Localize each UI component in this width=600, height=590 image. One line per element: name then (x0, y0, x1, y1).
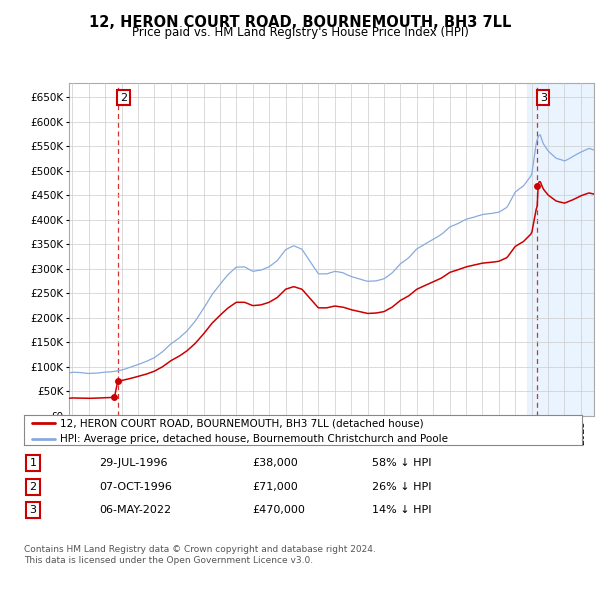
Bar (527, 83, 594, 416)
Text: £470,000: £470,000 (252, 506, 305, 515)
Text: 58% ↓ HPI: 58% ↓ HPI (372, 458, 431, 468)
Text: 29-JUL-1996: 29-JUL-1996 (99, 458, 167, 468)
Text: £71,000: £71,000 (252, 482, 298, 491)
Text: 1: 1 (29, 458, 37, 468)
Text: 12, HERON COURT ROAD, BOURNEMOUTH, BH3 7LL: 12, HERON COURT ROAD, BOURNEMOUTH, BH3 7… (89, 15, 511, 30)
Text: 06-MAY-2022: 06-MAY-2022 (99, 506, 171, 515)
Text: Price paid vs. HM Land Registry's House Price Index (HPI): Price paid vs. HM Land Registry's House … (131, 26, 469, 39)
Text: HPI: Average price, detached house, Bournemouth Christchurch and Poole: HPI: Average price, detached house, Bour… (60, 434, 448, 444)
Text: 3: 3 (539, 93, 547, 103)
Text: 26% ↓ HPI: 26% ↓ HPI (372, 482, 431, 491)
Text: 12, HERON COURT ROAD, BOURNEMOUTH, BH3 7LL (detached house): 12, HERON COURT ROAD, BOURNEMOUTH, BH3 7… (60, 418, 424, 428)
Text: 3: 3 (29, 506, 37, 515)
Text: 2: 2 (120, 93, 127, 103)
Text: This data is licensed under the Open Government Licence v3.0.: This data is licensed under the Open Gov… (24, 556, 313, 565)
Text: 14% ↓ HPI: 14% ↓ HPI (372, 506, 431, 515)
Text: £38,000: £38,000 (252, 458, 298, 468)
Text: 07-OCT-1996: 07-OCT-1996 (99, 482, 172, 491)
Text: Contains HM Land Registry data © Crown copyright and database right 2024.: Contains HM Land Registry data © Crown c… (24, 545, 376, 555)
Text: 2: 2 (29, 482, 37, 491)
